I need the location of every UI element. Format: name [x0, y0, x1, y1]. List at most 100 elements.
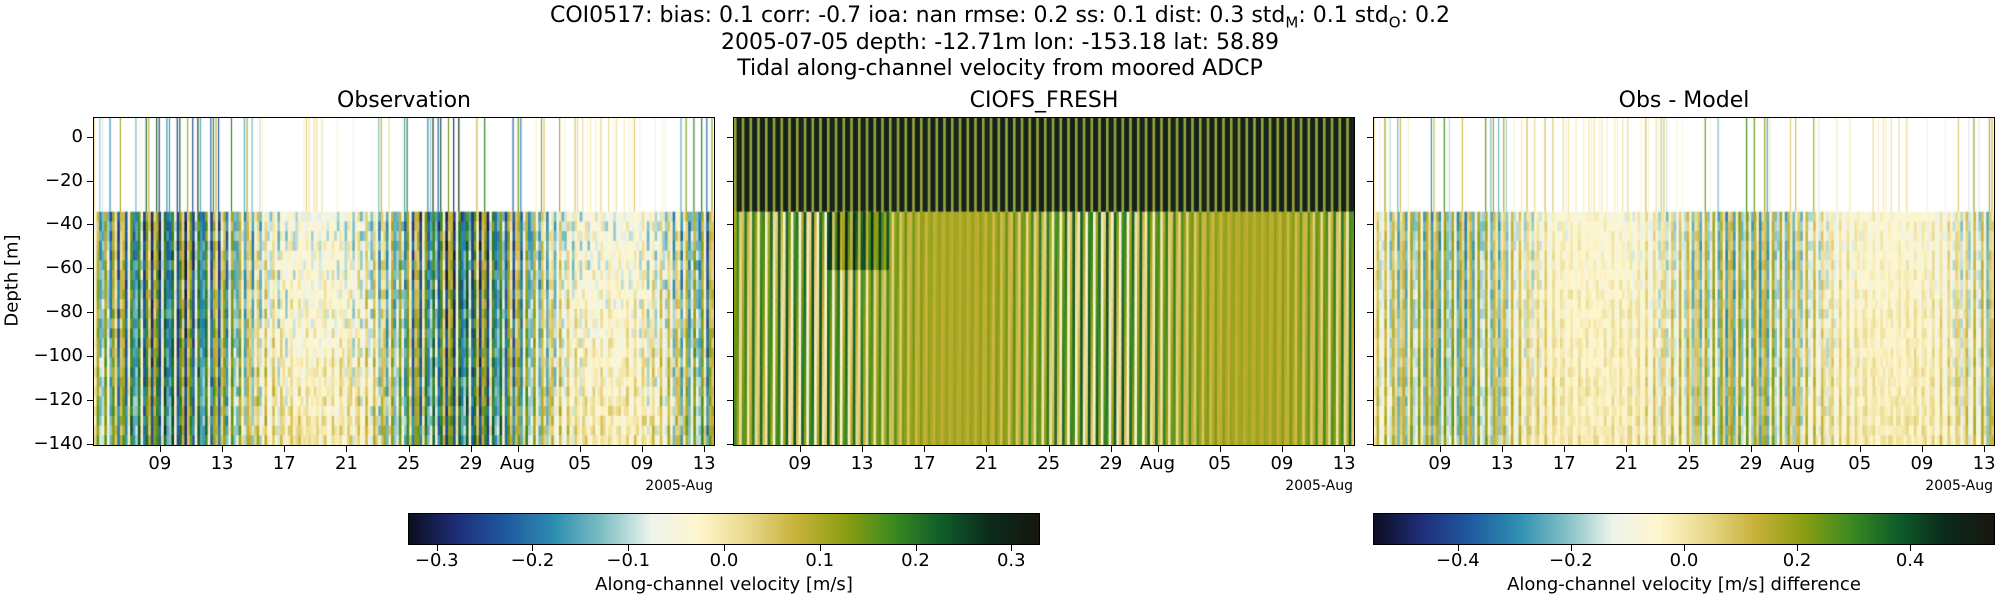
location-title: 2005-07-05 depth: -12.71m lon: -153.18 l…: [720, 30, 1280, 55]
x-tick: [1110, 446, 1112, 452]
x-tick: [1564, 446, 1566, 452]
x-tick-label: 09: [788, 453, 812, 474]
colorbar-difference: [1373, 513, 1995, 545]
x-offset-label: 2005-Aug: [1925, 478, 1993, 494]
x-tick-label: 29: [459, 453, 483, 474]
x-tick: [924, 446, 926, 452]
y-tick: [1367, 312, 1373, 314]
colorbar-tick: [1570, 545, 1572, 551]
colorbar-tick: [436, 545, 438, 551]
x-tick: [986, 446, 988, 452]
y-tick: [87, 443, 93, 445]
x-tick-label: 17: [1552, 453, 1576, 474]
x-tick-label: 09: [1910, 453, 1934, 474]
x-tick: [1281, 446, 1283, 452]
colorbar-velocity-label: Along-channel velocity [m/s]: [595, 574, 853, 595]
x-tick: [1048, 446, 1050, 452]
colorbar-tick-label: 0.1: [805, 550, 835, 571]
colorbar-tick: [628, 545, 630, 551]
colorbar-tick-label: 0.0: [709, 550, 739, 571]
heatmap-model: [733, 117, 1355, 446]
x-tick-label: 09: [630, 453, 654, 474]
y-tick: [1367, 399, 1373, 401]
colorbar-tick: [1457, 545, 1459, 551]
colorbar-velocity-gradient: [409, 514, 1039, 544]
colorbar-tick-label: 0.2: [901, 550, 930, 571]
colorbar-tick: [915, 545, 917, 551]
x-tick-label: Aug: [1139, 453, 1176, 474]
description-title: Tidal along-channel velocity from moored…: [737, 56, 1263, 81]
y-tick: [727, 224, 733, 226]
x-tick-label: 25: [1037, 453, 1061, 474]
x-tick-label: 17: [272, 453, 296, 474]
colorbar-tick: [1797, 545, 1799, 551]
y-tick-label: −80: [45, 301, 83, 323]
colorbar-tick-label: 0.4: [1895, 550, 1925, 571]
colorbar-tick-label: 0.3: [996, 550, 1026, 571]
y-tick: [87, 136, 93, 138]
x-tick: [1750, 446, 1752, 452]
x-tick-label: 29: [1739, 453, 1763, 474]
y-tick: [727, 268, 733, 270]
x-offset-label: 2005-Aug: [1285, 478, 1353, 494]
x-tick: [408, 446, 410, 452]
colorbar-tick: [1684, 545, 1685, 551]
x-tick-label: 17: [912, 453, 936, 474]
y-tick: [727, 356, 733, 358]
x-tick: [159, 446, 161, 452]
x-tick-label: 13: [850, 453, 874, 474]
x-tick: [579, 446, 581, 452]
x-tick: [470, 446, 472, 452]
colorbar-velocity: [408, 513, 1040, 545]
y-tick: [727, 136, 733, 138]
y-tick: [87, 268, 93, 270]
x-tick-label: 05: [1848, 453, 1872, 474]
heatmap-difference-canvas: [1374, 118, 1994, 445]
colorbar-tick-label: −0.2: [1549, 550, 1593, 571]
stats-suffix: : 0.2: [1400, 3, 1450, 28]
y-tick-label: 0: [71, 125, 83, 147]
heatmap-model-canvas: [734, 118, 1354, 445]
heatmap-observation-canvas: [94, 118, 714, 445]
colorbar-tick-label: 0.2: [1782, 550, 1812, 571]
y-tick: [1367, 356, 1373, 358]
colorbar-tick: [1011, 545, 1013, 551]
x-tick: [1859, 446, 1861, 452]
x-tick: [1157, 446, 1159, 452]
heatmap-observation: [93, 117, 715, 446]
stats-title: COI0517: bias: 0.1 corr: -0.7 ioa: nan r…: [0, 3, 2000, 35]
x-tick: [517, 446, 519, 452]
panel-title-model: CIOFS_FRESH: [969, 88, 1119, 113]
x-tick: [222, 446, 224, 452]
x-tick-label: 09: [1428, 453, 1452, 474]
y-tick: [727, 399, 733, 401]
colorbar-tick: [724, 545, 725, 551]
colorbar-tick-label: −0.1: [606, 550, 651, 571]
x-tick-label: 25: [397, 453, 421, 474]
colorbar-tick: [819, 545, 821, 551]
y-tick: [87, 399, 93, 401]
y-tick-label: −20: [45, 169, 83, 191]
x-tick: [1439, 446, 1441, 452]
x-tick-label: 13: [1972, 453, 1996, 474]
std-m-subscript: M: [1285, 13, 1299, 32]
y-tick: [1367, 443, 1373, 445]
std-o-subscript: O: [1388, 13, 1401, 32]
x-tick-label: 13: [692, 453, 716, 474]
x-tick-label: Aug: [1779, 453, 1816, 474]
y-tick: [1367, 224, 1373, 226]
x-tick: [1921, 446, 1923, 452]
x-tick-label: 09: [1270, 453, 1294, 474]
y-tick: [1367, 180, 1373, 182]
x-tick-label: 29: [1099, 453, 1123, 474]
x-tick: [704, 446, 706, 452]
panel-title-observation: Observation: [337, 88, 471, 113]
x-tick-label: 05: [1208, 453, 1232, 474]
y-tick: [87, 180, 93, 182]
x-tick-label: 13: [210, 453, 234, 474]
y-tick: [87, 224, 93, 226]
y-tick-label: −120: [33, 388, 83, 410]
x-tick: [1797, 446, 1799, 452]
x-tick-label: 21: [1615, 453, 1638, 474]
x-tick: [1984, 446, 1986, 452]
